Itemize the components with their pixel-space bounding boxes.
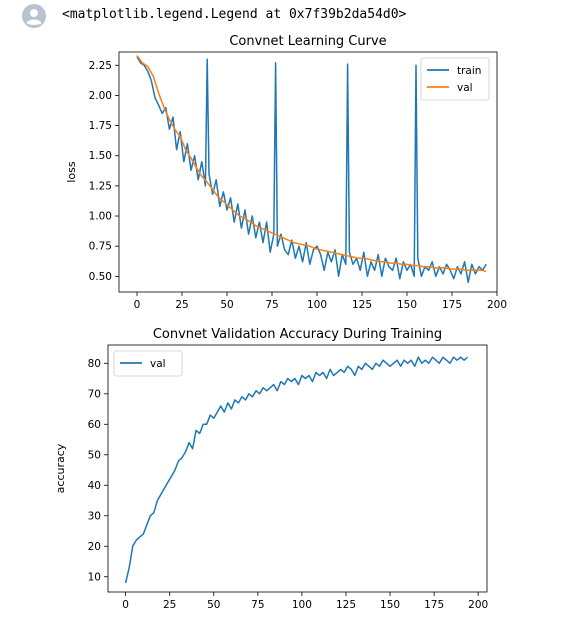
x-tick-label: 0 — [134, 299, 141, 311]
legend: train val — [420, 57, 490, 101]
chart-1: Convnet Learning Curve loss 0 25 50 75 100 125 1… — [65, 34, 507, 311]
legend-box — [420, 57, 490, 101]
y-tick-label: 2.00 — [89, 90, 112, 102]
chart-title: Convnet Learning Curve — [229, 34, 386, 49]
y-tick-label: 1.25 — [89, 180, 112, 192]
x-tick-label: 25 — [175, 299, 188, 311]
chart-2: Convnet Validation Accuracy During Train… — [54, 327, 488, 611]
x-tick-label: 175 — [442, 299, 462, 311]
y-tick-label: 0.50 — [89, 271, 112, 283]
x-tick-label: 125 — [336, 599, 356, 611]
chart-title: Convnet Validation Accuracy During Train… — [153, 327, 442, 342]
x-tick-label: 75 — [251, 599, 264, 611]
legend: val — [113, 350, 183, 377]
y-tick-label: 60 — [88, 419, 101, 431]
x-tick-label: 150 — [380, 599, 400, 611]
cell-output-text: <matplotlib.legend.Legend at 0x7f39b2da5… — [62, 7, 407, 22]
user-avatar-icon — [22, 4, 46, 28]
legend-label-val: val — [150, 358, 166, 370]
x-tick-label: 150 — [397, 299, 417, 311]
y-tick-label: 1.75 — [89, 120, 112, 132]
y-tick-label: 2.25 — [89, 60, 112, 72]
x-tick-label: 50 — [220, 299, 233, 311]
x-tick-label: 200 — [487, 299, 507, 311]
x-tick-label: 175 — [424, 599, 444, 611]
y-tick-label: 1.50 — [89, 150, 112, 162]
y-tick-label: 10 — [88, 571, 101, 583]
x-tick-label: 0 — [122, 599, 129, 611]
series-line-val — [136, 55, 487, 273]
y-tick-label: 30 — [88, 510, 101, 522]
y-tick-label: 50 — [88, 449, 101, 461]
y-axis-label: accuracy — [54, 443, 67, 493]
y-tick-label: 0.75 — [89, 241, 112, 253]
x-tick-label: 50 — [207, 599, 220, 611]
x-tick-label: 125 — [352, 299, 372, 311]
x-tick-label: 75 — [265, 299, 278, 311]
x-tick-label: 25 — [163, 599, 176, 611]
y-axis-label: loss — [65, 161, 78, 183]
y-tick-label: 20 — [88, 541, 101, 553]
plot-frame — [107, 344, 488, 593]
legend-label-train: train — [457, 65, 481, 77]
y-tick-label: 80 — [88, 358, 101, 370]
legend-box — [113, 350, 183, 377]
y-tick-label: 1.00 — [89, 211, 112, 223]
y-tick-label: 40 — [88, 480, 101, 492]
series-line-val — [124, 356, 469, 584]
cell-output-row: <matplotlib.legend.Legend at 0x7f39b2da5… — [22, 4, 582, 30]
legend-label-val: val — [457, 82, 473, 94]
x-tick-label: 100 — [292, 599, 312, 611]
x-tick-label: 100 — [307, 299, 327, 311]
x-tick-label: 200 — [468, 599, 488, 611]
y-tick-label: 70 — [88, 388, 101, 400]
